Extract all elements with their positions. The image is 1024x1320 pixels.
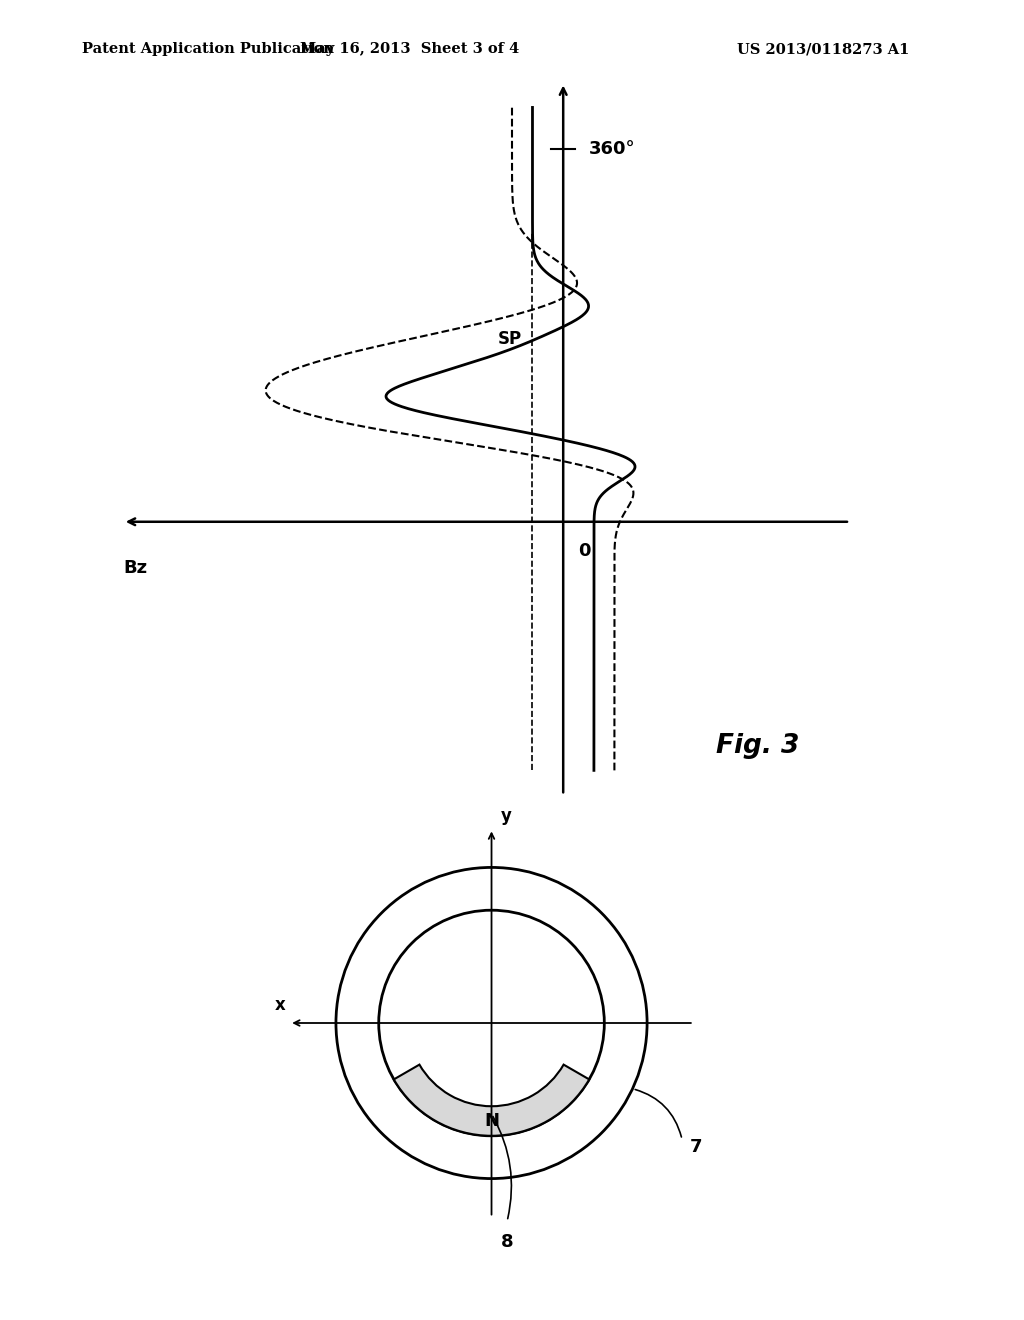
Text: US 2013/0118273 A1: US 2013/0118273 A1 (737, 42, 909, 57)
Wedge shape (394, 1065, 589, 1135)
Text: Fig. 3: Fig. 3 (716, 733, 800, 759)
Text: y: y (501, 807, 512, 825)
Text: SP: SP (498, 330, 522, 348)
Text: Bz: Bz (123, 560, 147, 577)
Text: x: x (274, 995, 286, 1014)
Text: 7: 7 (690, 1138, 702, 1156)
Text: May 16, 2013  Sheet 3 of 4: May 16, 2013 Sheet 3 of 4 (300, 42, 519, 57)
Text: 0: 0 (579, 543, 591, 561)
Text: 360°: 360° (589, 140, 636, 158)
Text: Patent Application Publication: Patent Application Publication (82, 42, 334, 57)
Text: 8: 8 (501, 1233, 513, 1251)
Text: N: N (484, 1111, 499, 1130)
